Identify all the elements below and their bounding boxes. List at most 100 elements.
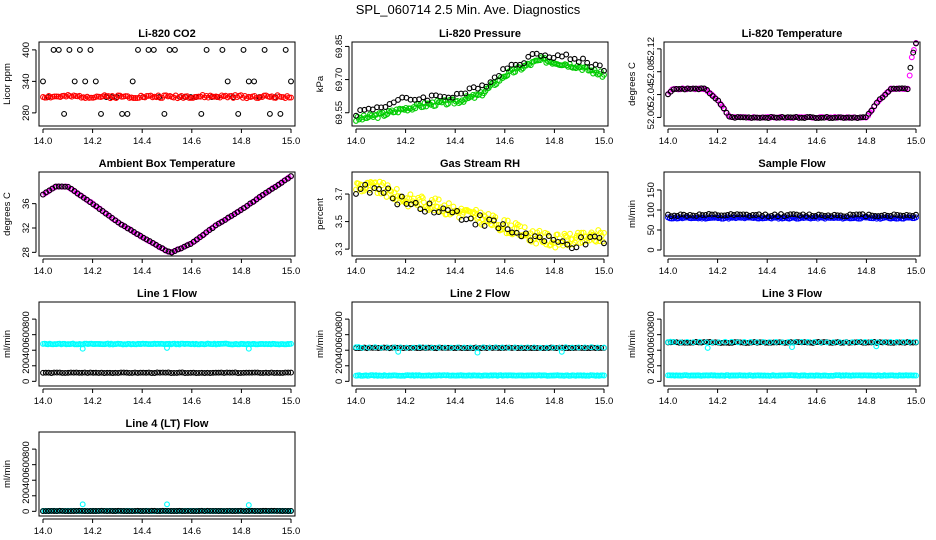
data-point	[40, 369, 46, 376]
data-point	[804, 114, 811, 121]
data-point	[76, 507, 83, 514]
data-point	[910, 47, 917, 53]
data-point	[563, 233, 570, 240]
data-point	[243, 369, 250, 376]
data-point	[168, 508, 175, 514]
data-point	[823, 113, 830, 120]
data-point	[588, 64, 595, 70]
data-point	[123, 508, 130, 515]
data-point	[134, 369, 141, 376]
data-point	[684, 85, 691, 92]
data-point	[416, 102, 423, 109]
data-point	[467, 215, 474, 222]
data-point	[235, 507, 242, 514]
data-point	[874, 99, 880, 106]
x-tick-label: 14.0	[659, 396, 678, 407]
data-point	[394, 344, 401, 351]
data-point	[159, 507, 166, 514]
data-point	[856, 211, 863, 218]
data-point	[454, 344, 461, 351]
data-point	[226, 507, 233, 514]
data-point	[393, 186, 400, 192]
data-point	[717, 101, 724, 108]
data-point	[59, 369, 66, 376]
data-point	[712, 339, 719, 346]
data-point	[527, 237, 534, 244]
data-point	[40, 78, 46, 85]
data-point	[115, 92, 121, 99]
x-tick-label: 15.0	[282, 396, 301, 407]
data-point	[240, 46, 247, 53]
data-point	[862, 339, 869, 346]
x-tick-label: 14.0	[347, 396, 366, 407]
x-tick-label: 14.6	[496, 266, 515, 277]
data-point	[181, 243, 188, 250]
data-point	[500, 221, 506, 228]
data-point	[766, 339, 773, 346]
data-point	[708, 211, 715, 218]
data-point	[148, 370, 155, 376]
data-point	[473, 206, 479, 213]
data-point	[906, 72, 913, 79]
data-point	[56, 507, 63, 514]
x-tick-label: 14.2	[83, 526, 102, 537]
series-averaged	[40, 340, 294, 352]
data-point	[748, 114, 755, 121]
data-point	[176, 369, 183, 376]
data-point	[76, 46, 83, 53]
data-point	[598, 344, 605, 351]
data-point	[79, 345, 86, 352]
x-tick-label: 14.4	[446, 396, 465, 407]
data-point	[477, 212, 483, 219]
x-tick-label: 14.2	[708, 136, 727, 147]
data-point	[798, 338, 805, 345]
data-point	[254, 369, 261, 376]
data-point	[129, 78, 136, 85]
data-point	[809, 212, 816, 219]
data-point	[187, 369, 194, 376]
data-point	[123, 369, 130, 376]
data-point	[715, 339, 722, 346]
data-point	[219, 46, 226, 53]
x-tick-label: 14.4	[758, 396, 777, 407]
data-point	[124, 110, 131, 117]
data-point	[514, 345, 521, 351]
data-point	[499, 226, 506, 233]
data-point	[162, 369, 169, 376]
data-point	[881, 211, 888, 218]
y-tick-label: 800	[334, 311, 345, 327]
data-point	[257, 508, 264, 514]
data-point	[178, 245, 185, 252]
data-point	[676, 85, 683, 92]
data-point	[388, 188, 395, 195]
data-point	[394, 201, 401, 208]
data-point	[140, 508, 147, 514]
plot-frame	[351, 171, 609, 257]
data-point	[109, 370, 116, 376]
x-tick-label: 14.4	[446, 136, 465, 147]
data-point	[191, 93, 198, 100]
data-point	[215, 369, 222, 376]
data-point	[868, 107, 875, 114]
data-point	[472, 221, 479, 228]
data-point	[499, 344, 506, 351]
y-axis-label: ml/min	[627, 200, 638, 228]
panel-title: Line 3 Flow	[762, 288, 822, 300]
data-point	[703, 339, 710, 346]
data-point	[380, 344, 387, 351]
data-point	[784, 114, 791, 121]
data-point	[521, 224, 528, 231]
data-point	[279, 369, 286, 376]
data-point	[229, 369, 236, 376]
y-tick-label: 340	[21, 73, 32, 89]
data-point	[539, 345, 546, 352]
data-point	[581, 344, 588, 351]
data-point	[424, 97, 431, 104]
data-point	[380, 189, 387, 196]
plot-frame	[663, 41, 921, 127]
data-point	[73, 369, 80, 376]
data-point	[137, 369, 144, 376]
data-point	[872, 213, 879, 219]
data-point	[118, 221, 125, 228]
data-point	[245, 78, 252, 85]
